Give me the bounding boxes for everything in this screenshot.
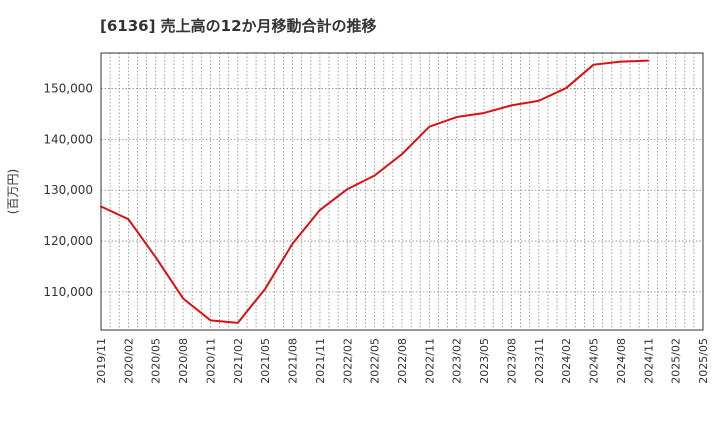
x-tick-label: 2020/11 [204,338,217,384]
x-tick-label: 2023/02 [451,338,464,384]
x-tick-label: 2021/02 [232,338,245,384]
data-point [100,205,102,207]
data-point [127,218,129,220]
x-tick-label: 2020/08 [177,338,190,384]
x-tick-label: 2021/05 [259,338,272,384]
data-point [401,153,403,155]
data-point [346,188,348,190]
data-point [593,64,595,66]
x-tick-label: 2022/08 [396,338,409,384]
data-point [538,100,540,102]
data-point [620,61,622,63]
x-tick-label: 2019/11 [95,338,108,384]
data-point [237,322,239,324]
x-tick-label: 2022/02 [341,338,354,384]
data-point [565,87,567,89]
data-point [510,104,512,106]
data-point [292,243,294,245]
data-point [374,174,376,176]
data-point [264,288,266,290]
x-tick-label: 2024/05 [588,338,601,384]
data-point [155,256,157,258]
data-point [647,60,649,62]
data-point [483,112,485,114]
x-tick-label: 2021/08 [287,338,300,384]
x-tick-label: 2025/02 [670,338,683,384]
x-tick-label: 2023/05 [478,338,491,384]
x-tick-label: 2020/05 [150,338,163,384]
y-tick-label: 140,000 [43,132,93,146]
x-tick-label: 2021/11 [314,338,327,384]
y-tick-label: 110,000 [43,285,93,299]
plot-frame [100,52,704,331]
y-tick-label: 130,000 [43,183,93,197]
data-point [428,126,430,128]
y-tick-label: 120,000 [43,234,93,248]
x-tick-label: 2023/08 [505,338,518,384]
x-tick-label: 2024/11 [642,338,655,384]
y-axis-label: (百万円) [6,169,20,214]
data-point [456,116,458,118]
x-tick-label: 2024/02 [560,338,573,384]
x-tick-label: 2022/11 [423,338,436,384]
series-line [100,59,650,324]
x-tick-label: 2025/05 [697,338,710,384]
x-tick-label: 2020/02 [122,338,135,384]
data-point [319,209,321,211]
y-tick-label: 150,000 [43,82,93,96]
data-point [209,319,211,321]
x-tick-label: 2024/08 [615,338,628,384]
x-tick-label: 2022/05 [369,338,382,384]
data-point [182,297,184,299]
x-tick-label: 2023/11 [533,338,546,384]
chart-title: [6136] 売上高の12か月移動合計の推移 [100,17,377,35]
